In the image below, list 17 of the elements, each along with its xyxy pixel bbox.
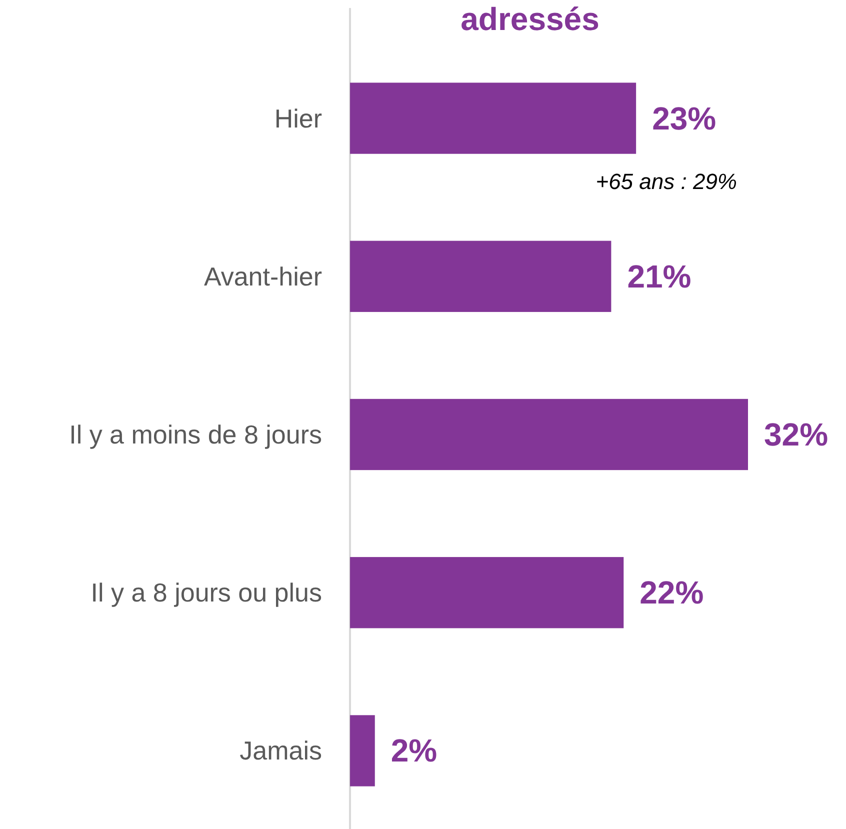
y-tick-label: Hier bbox=[274, 103, 322, 134]
annotation: +65 ans : 29% bbox=[596, 168, 737, 194]
bar bbox=[350, 557, 624, 628]
y-tick-label: Il y a 8 jours ou plus bbox=[90, 578, 322, 608]
bar bbox=[350, 715, 375, 786]
y-tick-label: Jamais bbox=[240, 736, 322, 766]
data-label: 22% bbox=[640, 574, 704, 611]
data-label: 23% bbox=[652, 100, 716, 136]
bar bbox=[350, 398, 748, 470]
data-label: 32% bbox=[764, 416, 828, 452]
data-label: 21% bbox=[627, 258, 692, 294]
bar bbox=[350, 240, 612, 312]
chart-title: adressés bbox=[460, 1, 600, 37]
data-label: 2% bbox=[390, 732, 438, 769]
bar bbox=[350, 82, 636, 154]
y-tick-label: Avant-hier bbox=[204, 261, 322, 292]
y-tick-label: Il y a moins de 8 jours bbox=[69, 420, 322, 450]
